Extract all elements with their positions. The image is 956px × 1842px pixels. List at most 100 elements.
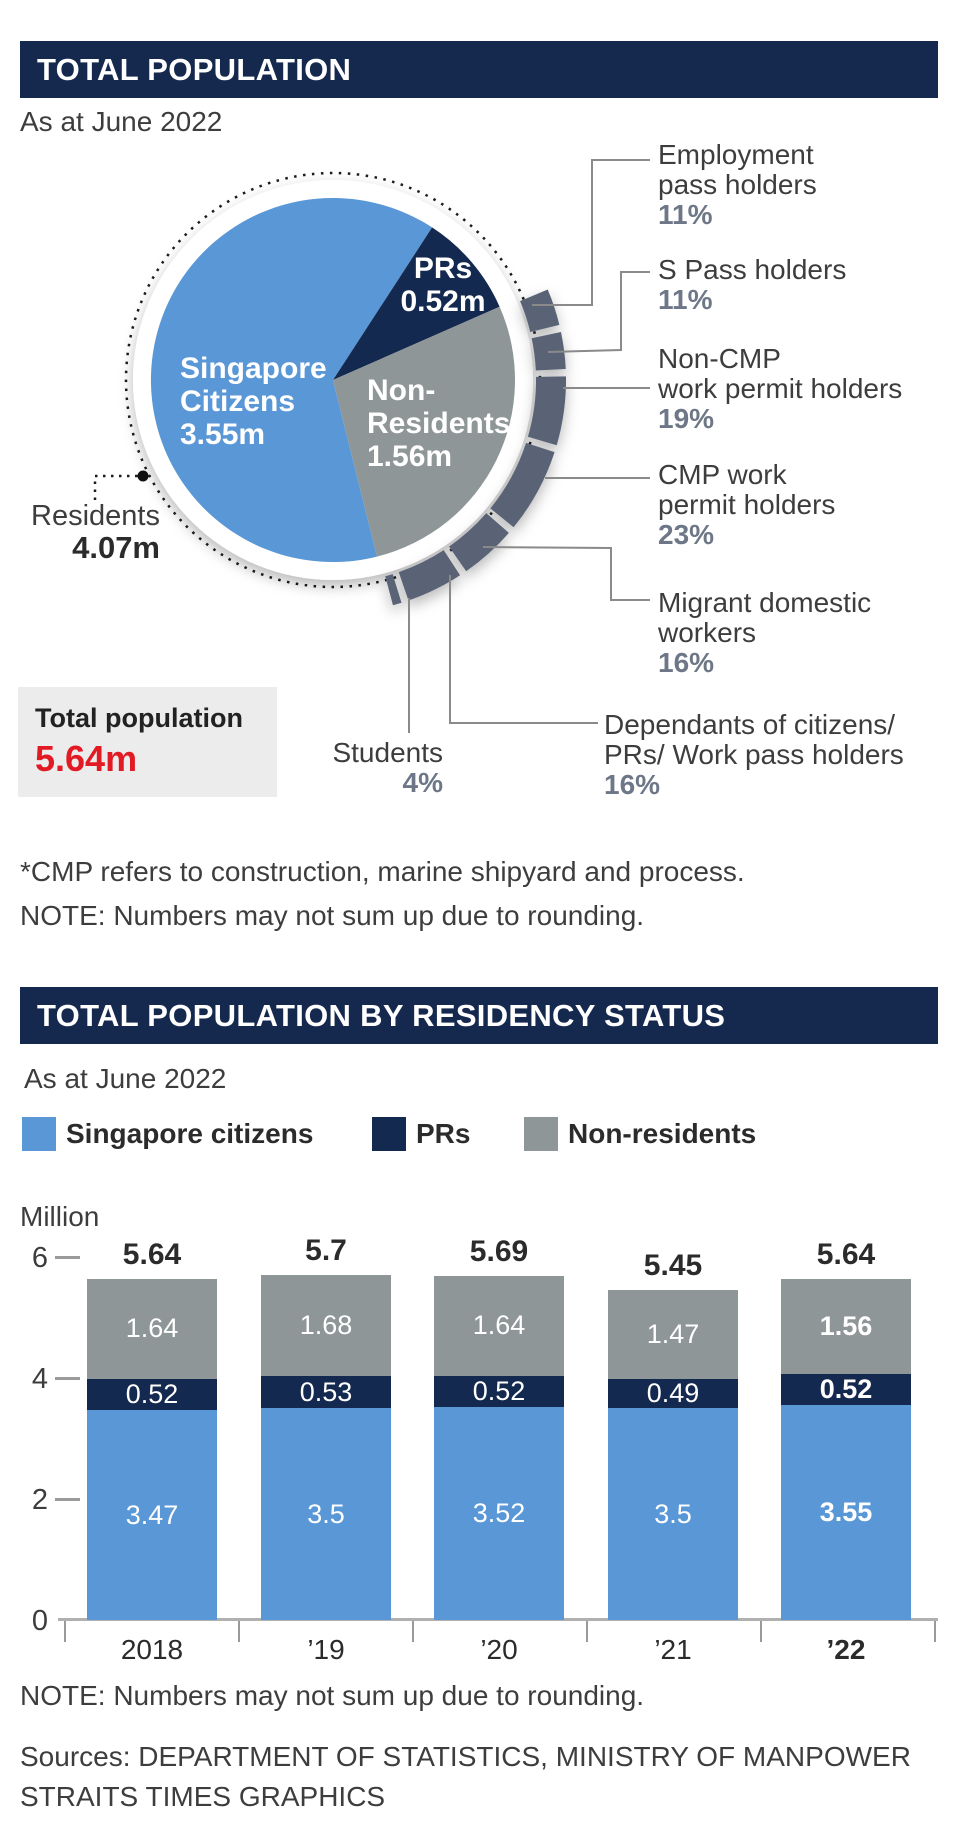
bar-segment-22-2	[781, 1279, 911, 1374]
pie-slice-singapore-citizens	[150, 198, 433, 563]
ring-segment-label-0: Employment pass holders 11%	[658, 139, 817, 230]
x-axis-tick-3	[586, 1621, 588, 1642]
ring-segment-6	[385, 574, 402, 606]
ring-segment-2	[527, 376, 567, 446]
section2-date-label: As at June 2022	[24, 1063, 227, 1094]
cmp-footnote: *CMP refers to construction, marine ship…	[20, 856, 745, 887]
bar-segment-20-2	[434, 1276, 564, 1376]
bar-segment-19-0	[261, 1408, 391, 1620]
population-pie-chart	[93, 159, 650, 733]
bar-segment-21-2	[608, 1289, 738, 1379]
bar-value-label: 1.64	[472, 1310, 526, 1341]
bar-value-label: 1.68	[299, 1309, 353, 1340]
bar-value-label: 3.55	[819, 1497, 873, 1528]
y-tick-dash-2	[55, 1498, 80, 1501]
bar-segment-22-1	[781, 1373, 911, 1406]
ring-segment-label-1: S Pass holders 11%	[658, 254, 847, 315]
section1-header: TOTAL POPULATION	[20, 41, 938, 98]
x-axis-label-3: ’21	[654, 1634, 692, 1665]
residents-label: Residents 4.07m	[16, 500, 160, 565]
ring-segment-0	[519, 289, 560, 333]
y-tick-dash-6	[55, 1256, 80, 1259]
rounding-note-1: NOTE: Numbers may not sum up due to roun…	[20, 900, 645, 931]
x-axis-label-1: ’19	[307, 1634, 345, 1665]
residents-connector-dot	[137, 470, 149, 482]
section1-date-label: As at June 2022	[20, 106, 223, 137]
section2-header: TOTAL POPULATION BY RESIDENCY STATUS	[20, 987, 938, 1044]
y-axis-unit-label: Million	[20, 1201, 100, 1232]
ring-segment-4	[448, 512, 509, 572]
legend-swatch-1	[372, 1117, 406, 1151]
bar-value-label: 3.5	[307, 1498, 345, 1529]
bar-segment-22-0	[781, 1405, 911, 1620]
total-population-box: Total population 5.64m	[18, 687, 277, 797]
ring-segment-3	[490, 442, 555, 528]
pie-slice-prs	[333, 227, 500, 380]
x-axis-label-2: ’20	[480, 1634, 518, 1665]
bar-segment-21-1	[608, 1378, 738, 1409]
connector-dependants	[449, 575, 598, 724]
ring-segment-label-5: Dependants of citizens/PRs/ Work pass ho…	[604, 709, 904, 800]
y-tick-label-0: 0	[31, 1605, 48, 1637]
ring-segment-label-6: Students 4%	[332, 737, 443, 798]
residents-connector-line	[93, 474, 143, 500]
bar-value-label: 3.47	[125, 1499, 179, 1530]
x-axis-label-4: ’22	[826, 1634, 866, 1665]
total-population-value: 5.64m	[35, 738, 138, 779]
y-tick-label-4: 4	[31, 1363, 48, 1395]
bar-segment-19-2	[261, 1274, 391, 1377]
sources-line: Sources: DEPARTMENT OF STATISTICS, MINIS…	[20, 1741, 911, 1772]
bar-value-label: 1.64	[125, 1313, 179, 1344]
graphics-credit: STRAITS TIMES GRAPHICS	[20, 1781, 386, 1812]
residents-label-text: Residents	[31, 500, 160, 532]
bar-value-label: 0.52	[472, 1375, 526, 1406]
connector-s-pass	[547, 271, 650, 353]
bar-total-label: 5.45	[643, 1249, 703, 1283]
total-population-label: Total population	[35, 703, 243, 733]
x-axis-tick-1	[238, 1621, 240, 1642]
bar-segment-21-0	[608, 1408, 738, 1620]
bar-total-label: 5.64	[816, 1237, 876, 1271]
ring-segment-label-2: Non-CMP work permit holders 19%	[658, 343, 903, 434]
x-axis-label-0: 2018	[120, 1634, 184, 1665]
rounding-note-2: NOTE: Numbers may not sum up due to roun…	[20, 1680, 645, 1711]
pie-slice-label-2: Non- Residents 1.56m	[367, 374, 511, 473]
pie-slice-non-residents	[333, 306, 516, 557]
bar-value-label: 3.52	[472, 1498, 526, 1528]
bar-total-label: 5.69	[469, 1234, 529, 1268]
bar-segment-20-0	[434, 1407, 564, 1620]
connector-employment-pass	[532, 159, 650, 306]
bar-segment-2018-0	[87, 1410, 217, 1620]
pie-slice-label-1: PRs 0.52m	[400, 252, 486, 318]
y-tick-label-6: 6	[31, 1242, 48, 1274]
bar-total-label: 5.64	[122, 1237, 182, 1271]
y-tick-dash-4	[55, 1377, 80, 1380]
bar-segment-19-1	[261, 1376, 391, 1409]
bar-value-label: 0.49	[646, 1377, 700, 1408]
x-axis-tick-4	[760, 1621, 762, 1642]
bar-value-label: 1.47	[646, 1318, 700, 1349]
legend-swatch-2	[524, 1117, 558, 1151]
ring-segment-label-3: CMP work permit holders 23%	[658, 459, 836, 550]
y-tick-label-2: 2	[31, 1484, 48, 1516]
legend-label-1: PRs	[416, 1118, 471, 1149]
ring-segment-label-4: Migrant domestic workers 16%	[658, 587, 872, 678]
bar-segment-2018-2	[87, 1279, 217, 1379]
bar-segment-2018-1	[87, 1378, 217, 1411]
bar-value-label: 0.52	[125, 1378, 179, 1409]
pie-slice-label-0: Singapore Citizens 3.55m	[180, 352, 327, 451]
legend-label-2: Non-residents	[568, 1118, 757, 1149]
legend-label-0: Singapore citizens	[66, 1118, 314, 1149]
bar-segment-20-1	[434, 1375, 564, 1408]
residents-value: 4.07m	[72, 530, 160, 565]
bar-value-label: 0.53	[299, 1376, 353, 1407]
bar-value-label: 0.52	[819, 1373, 873, 1404]
legend-swatch-0	[22, 1117, 56, 1151]
x-axis-tick-0	[64, 1621, 66, 1642]
ring-segment-5	[398, 549, 461, 601]
bar-value-label: 3.5	[654, 1498, 692, 1529]
connector-migrant-domestic	[482, 546, 650, 601]
bar-total-label: 5.7	[305, 1234, 347, 1268]
x-axis-tick-5	[934, 1621, 936, 1642]
